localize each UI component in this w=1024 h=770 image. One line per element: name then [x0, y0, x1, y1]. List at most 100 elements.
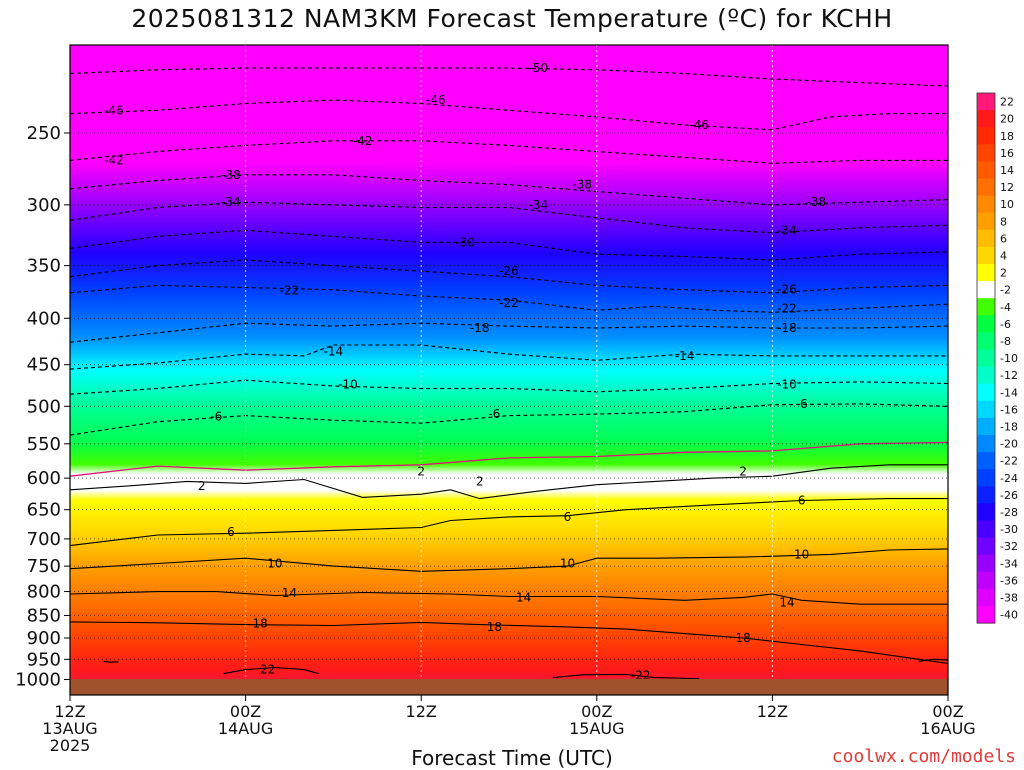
y-tick-label-400: 400: [27, 308, 61, 329]
isotherm-contours: [70, 67, 948, 680]
contour-label-35: -34: [777, 223, 797, 237]
ground-surface: [70, 679, 948, 695]
x-tick-label-1-1: 00Z: [230, 702, 261, 721]
y-tick-label-600: 600: [27, 468, 61, 489]
colorbar-label-21: -22: [1000, 455, 1018, 468]
plot-field: [70, 45, 948, 695]
x-axis-label: Forecast Time (UTC): [411, 746, 613, 770]
x-tick-label-3-1: 00Z: [581, 702, 612, 721]
contour-label-13: 6: [798, 494, 806, 508]
colorbar-swatch-10: [977, 264, 995, 282]
y-tick-label-350: 350: [27, 256, 61, 277]
contour-label-20: -6: [796, 397, 808, 411]
x-tick-label-2-1: 12Z: [406, 702, 437, 721]
contour-label-30: -26: [499, 264, 519, 278]
colorbar-swatch-16: [977, 366, 995, 385]
isotherm-14-line-5: [70, 591, 948, 605]
isotherm-22-line-1: [223, 666, 319, 675]
colorbar-label-27: -34: [1000, 557, 1018, 570]
colorbar-label-2: 18: [1000, 130, 1014, 143]
colorbar-label-0: 22: [1000, 96, 1014, 109]
colorbar-label-28: -36: [1000, 574, 1018, 587]
colorbar-swatch-11: [977, 281, 995, 299]
credit-text: coolwx.com/models: [831, 746, 1016, 767]
colorbar-label-7: 8: [1000, 215, 1007, 228]
colorbar-label-1: 20: [1000, 113, 1014, 126]
contour-label-0: 22: [260, 663, 275, 677]
chart-title: 2025081312 NAM3KM Forecast Temperature (…: [131, 4, 893, 33]
isotherm--34-line-17: [70, 201, 948, 234]
x-tick-label-5-1: 00Z: [932, 702, 963, 721]
colorbar-label-30: -40: [1000, 609, 1018, 622]
isotherm--6-line-10: [70, 403, 948, 436]
y-tick-label-450: 450: [27, 355, 61, 376]
contour-label-10: 10: [794, 547, 809, 561]
colorbar-swatch-7: [977, 212, 995, 231]
contour-label-16: 2: [476, 474, 484, 488]
contour-label-3: 18: [487, 620, 502, 634]
isotherm--18-line-13: [70, 322, 948, 343]
y-tick-label-300: 300: [27, 195, 61, 216]
contour-label-44: -50: [528, 61, 548, 75]
colorbar-label-4: 14: [1000, 164, 1014, 177]
isotherm-10-line-6: [70, 548, 948, 572]
contour-label-24: -14: [675, 349, 695, 363]
contour-label-17: 2: [739, 465, 747, 479]
colorbar-label-22: -24: [1000, 472, 1018, 485]
colorbar-label-25: -30: [1000, 523, 1018, 536]
contour-label-43: -46: [689, 118, 709, 132]
contour-label-23: -14: [324, 344, 344, 358]
contour-label-2: 18: [253, 617, 268, 631]
contour-label-6: 14: [516, 590, 531, 604]
colorbar-swatch-28: [977, 571, 995, 590]
x-tick-label-0-1: 12Z: [54, 702, 85, 721]
colorbar-swatch-20: [977, 435, 995, 453]
y-tick-label-500: 500: [27, 396, 61, 417]
colorbar-label-5: 12: [1000, 181, 1014, 194]
isotherm-2-line-8: [70, 464, 948, 500]
contour-label-12: 6: [564, 510, 572, 524]
contour-label-38: -38: [806, 195, 826, 209]
colorbar-swatch-18: [977, 400, 995, 419]
x-tick-label-5-2: 16AUG: [920, 719, 975, 738]
colorbar-swatch-26: [977, 537, 995, 556]
x-tick-label-0-2: 13AUG: [42, 719, 97, 738]
colorbar-swatch-14: [977, 332, 995, 350]
x-tick-label-1-2: 14AUG: [218, 719, 273, 738]
contour-label-9: 10: [560, 557, 575, 571]
isotherm-0-line-9: [70, 441, 948, 477]
colorbar-frame: [976, 92, 996, 624]
colorbar-label-16: -12: [1000, 369, 1018, 382]
contour-label-31: -26: [777, 283, 797, 297]
y-tick-label-1000: 1000: [15, 670, 61, 691]
contour-label-40: -42: [353, 134, 373, 148]
y-tick-label-800: 800: [27, 582, 61, 603]
x-tick-label-4-1: 12Z: [757, 702, 788, 721]
colorbar-label-8: 6: [1000, 232, 1007, 245]
isotherm--30-line-16: [70, 229, 948, 261]
colorbar-label-3: 16: [1000, 147, 1014, 160]
colorbar-label-17: -14: [1000, 386, 1018, 399]
contour-label-19: -6: [488, 407, 500, 421]
colorbar-label-26: -32: [1000, 540, 1018, 553]
colorbar-swatch-21: [977, 452, 995, 470]
contour-label-42: -46: [426, 93, 446, 107]
contour-label-21: -10: [338, 377, 358, 391]
contour-label-25: -18: [470, 321, 490, 335]
contour-label-41: -46: [104, 103, 124, 117]
y-tick-label-950: 950: [27, 649, 61, 670]
isotherm--26-line-15: [70, 259, 948, 294]
colorbar-label-6: 10: [1000, 198, 1014, 211]
colorbar-swatch-30: [977, 606, 995, 624]
colorbar-swatch-23: [977, 486, 995, 504]
colorbar-swatch-27: [977, 554, 995, 573]
y-tick-label-750: 750: [27, 556, 61, 577]
isotherm--46-line-20: [70, 99, 948, 131]
y-tick-label-850: 850: [27, 606, 61, 627]
colorbar-swatch-6: [977, 195, 995, 214]
colorbar-swatch-17: [977, 383, 995, 402]
contour-label-5: 14: [282, 586, 297, 600]
colorbar-swatch-1: [977, 110, 995, 128]
contour-label-39: -42: [104, 153, 124, 167]
